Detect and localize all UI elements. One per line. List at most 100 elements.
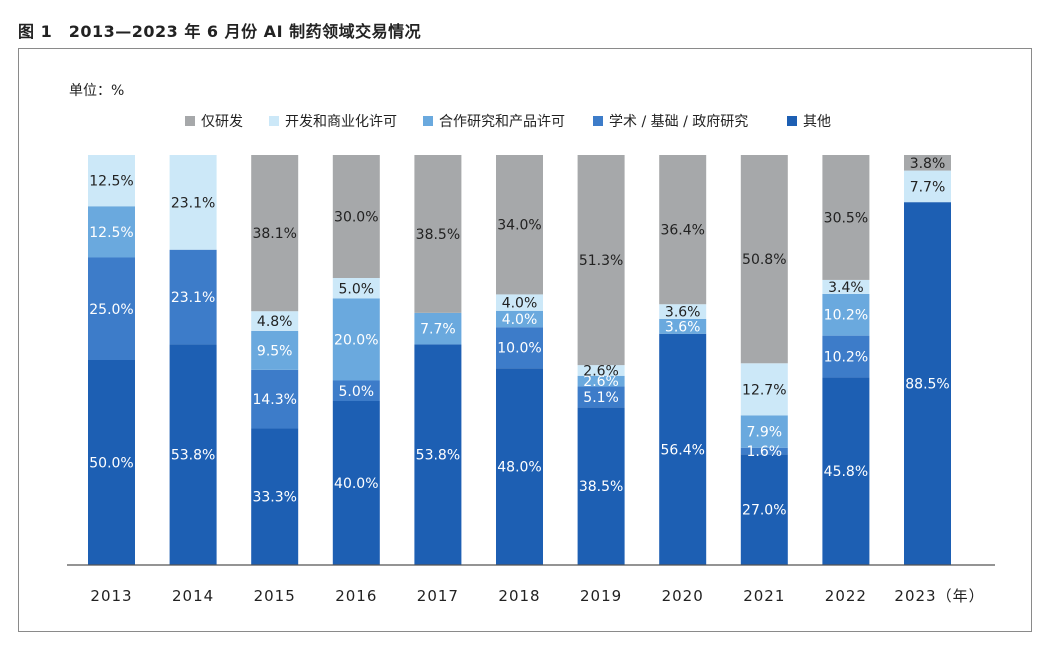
data-label-academic-0: 25.0% [89,302,133,318]
legend-swatch-dev-license [269,116,279,126]
stacked-bar-chart: 单位：% 仅研发 开发和商业化许可 合作研究和产品许可 学术 / 基础 / 政府研究 其… [67,83,995,605]
data-label-rnd-only-3: 30.0% [334,210,378,226]
bar-dev-license-6 [577,365,625,376]
data-label-collab-0: 12.5% [89,225,133,241]
bars-group [88,155,951,565]
x-tick-label-5: 2018 [498,587,540,605]
bar-dev-license-10 [904,170,951,203]
bar-other-2 [251,428,299,565]
data-label-rnd-only-9: 30.5% [824,210,868,226]
data-label-other-1: 53.8% [171,448,215,464]
data-label-collab-2: 9.5% [257,343,293,359]
x-tick-label-2: 2015 [254,587,296,605]
data-label-academic-3: 5.0% [339,384,375,400]
data-label-other-7: 56.4% [660,442,704,458]
x-tick-label-0: 2013 [90,587,132,605]
data-label-academic-1: 23.1% [171,290,215,306]
bar-other-10 [904,202,951,565]
data-label-rnd-only-2: 38.1% [252,226,296,242]
legend-swatch-other [787,116,797,126]
bar-collab-2 [251,330,299,370]
bar-dev-license-0 [88,155,135,207]
data-label-rnd-only-8: 50.8% [742,252,786,268]
unit-label: 单位：% [69,83,124,99]
data-label-dev-license-6: 2.6% [583,363,619,379]
data-label-rnd-only-4: 38.5% [416,227,460,243]
data-label-rnd-only-7: 36.4% [660,223,704,239]
bar-academic-2 [251,369,299,429]
data-label-other-0: 50.0% [89,456,133,472]
bar-academic-5 [496,327,543,369]
chart-frame: 单位：% 仅研发 开发和商业化许可 合作研究和产品许可 学术 / 基础 / 政府研究 其… [18,48,1032,632]
bar-other-6 [577,407,625,565]
bar-other-7 [659,333,707,565]
bar-academic-9 [822,335,870,378]
bar-rnd-only-4 [414,155,462,313]
data-label-other-2: 33.3% [252,490,296,506]
data-label-other-5: 48.0% [497,460,541,476]
data-label-academic-6: 5.1% [583,390,619,406]
legend-swatch-collab [423,116,433,126]
data-label-dev-license-0: 12.5% [89,174,133,190]
data-label-collab-8: 7.9% [747,425,783,441]
data-label-dev-license-9: 3.4% [828,280,864,296]
data-label-collab-9: 10.2% [824,308,868,324]
bar-dev-license-1 [169,155,217,250]
bar-academic-0 [88,257,135,360]
legend: 仅研发 开发和商业化许可 合作研究和产品许可 学术 / 基础 / 政府研究 其他 [185,113,831,130]
x-tick-label-1: 2014 [172,587,214,605]
bar-rnd-only-6 [577,155,625,366]
data-label-academic-2: 14.3% [252,392,296,408]
bar-collab-0 [88,206,135,258]
figure-title: 图 1 2013—2023 年 6 月份 AI 制药领域交易情况 [18,22,422,41]
data-label-other-3: 40.0% [334,476,378,492]
data-label-other-8: 27.0% [742,503,786,519]
bar-collab-4 [414,312,462,345]
data-label-academic-5: 10.0% [497,341,541,357]
x-tick-label-10: 2023（年） [894,587,984,605]
bar-rnd-only-7 [659,155,707,305]
bar-dev-license-9 [822,279,870,294]
bar-rnd-only-5 [496,155,543,295]
bar-collab-5 [496,310,543,328]
data-label-collab-4: 7.7% [420,322,456,338]
legend-label-dev-license: 开发和商业化许可 [285,114,397,130]
bar-rnd-only-3 [332,155,380,278]
legend-label-academic: 学术 / 基础 / 政府研究 [609,113,748,130]
bar-other-1 [169,344,217,565]
bar-other-9 [822,377,870,565]
bar-collab-6 [577,375,625,387]
bar-dev-license-8 [740,363,788,416]
x-tick-labels: 2013 2014 2015 2016 2017 2018 2019 2020 2021 2022… [90,587,984,605]
data-label-academic-9: 10.2% [824,350,868,366]
legend-label-other: 其他 [803,114,831,130]
bar-academic-6 [577,386,625,408]
data-label-other-10: 88.5% [905,377,949,393]
data-label-dev-license-3: 5.0% [339,281,375,297]
x-tick-label-8: 2021 [743,587,785,605]
bar-collab-7 [659,319,707,334]
data-label-rnd-only-10: 3.8% [910,156,946,172]
legend-label-collab: 合作研究和产品许可 [439,114,565,130]
bar-other-8 [740,454,788,565]
legend-label-rnd-only: 仅研发 [201,114,243,130]
data-label-collab-7: 3.6% [665,319,701,335]
bar-other-4 [414,344,462,565]
data-label-collab-3: 20.0% [334,333,378,349]
bar-academic-3 [332,380,380,401]
data-label-rnd-only-5: 34.0% [497,218,541,234]
x-tick-label-9: 2022 [825,587,867,605]
data-label-other-9: 45.8% [824,464,868,480]
bar-rnd-only-8 [740,155,788,364]
data-label-dev-license-7: 3.6% [665,305,701,321]
bar-collab-8 [740,415,788,448]
data-label-dev-license-10: 7.7% [910,179,946,195]
bar-rnd-only-9 [822,155,870,280]
data-label-collab-5: 4.0% [502,312,538,328]
bar-academic-8 [740,447,788,455]
legend-swatch-rnd-only [185,116,195,126]
data-labels-group: 50.0% 25.0% 12.5% 12.5% 53.8% 23.1% 23.1% 33.3%… [89,156,949,519]
data-label-academic-8: 1.6% [747,444,783,460]
data-label-dev-license-8: 12.7% [742,382,786,398]
x-tick-label-4: 2017 [417,587,459,605]
